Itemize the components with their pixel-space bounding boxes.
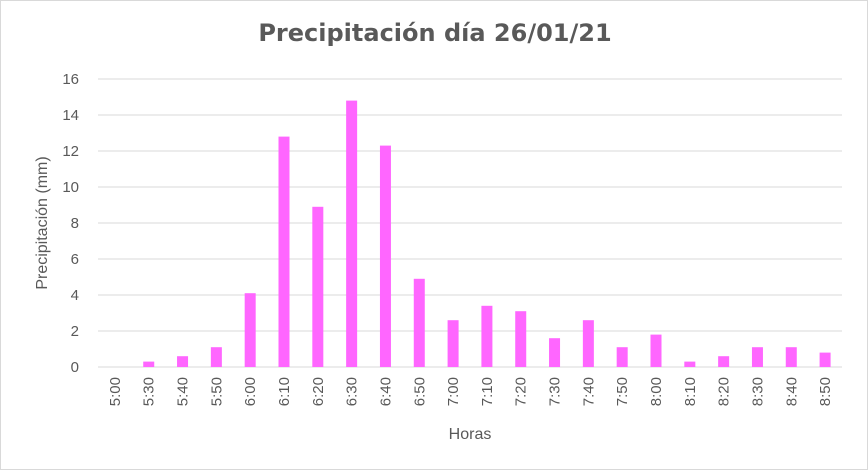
bar-5:30 [143, 361, 155, 367]
x-tick-label: 8:40 [783, 377, 800, 406]
bar-7:50 [616, 347, 628, 367]
x-tick-label: 6:50 [411, 377, 428, 406]
y-tick-label: 4 [71, 287, 79, 304]
y-tick-label: 14 [62, 107, 79, 124]
bar-8:50 [819, 352, 831, 367]
chart-title: Precipitación día 26/01/21 [258, 19, 612, 47]
x-tick-label: 6:40 [377, 377, 394, 406]
bar-7:10 [481, 305, 493, 367]
x-tick-label: 7:00 [445, 377, 462, 406]
x-tick-label: 8:30 [749, 377, 766, 406]
x-tick-label: 5:00 [107, 377, 124, 406]
x-tick-label: 6:10 [276, 377, 293, 406]
x-tick-label: 6:30 [344, 377, 361, 406]
y-tick-label: 8 [71, 215, 79, 232]
bar-6:10 [278, 136, 290, 367]
x-tick-label: 7:10 [479, 377, 496, 406]
bar-7:30 [549, 338, 561, 367]
bar-8:40 [785, 347, 797, 367]
bar-5:40 [177, 356, 189, 367]
bar-7:20 [515, 311, 527, 367]
x-tick-label: 7:20 [513, 377, 530, 406]
y-axis-label: Precipitación (mm) [34, 156, 51, 289]
bar-6:20 [312, 206, 324, 367]
x-tick-label: 5:30 [141, 377, 158, 406]
bar-6:00 [244, 293, 256, 367]
x-tick-label: 5:50 [208, 377, 225, 406]
y-tick-label: 2 [71, 323, 79, 340]
bar-8:30 [751, 347, 763, 367]
bar-8:00 [650, 334, 662, 367]
y-tick-label: 10 [62, 179, 79, 196]
x-tick-label: 8:00 [648, 377, 665, 406]
y-tick-label: 16 [62, 71, 79, 88]
y-tick-label: 6 [71, 251, 79, 268]
y-tick-label: 0 [71, 359, 79, 376]
x-tick-label: 7:40 [580, 377, 597, 406]
bar-5:50 [210, 347, 222, 367]
bar-8:20 [718, 356, 730, 367]
x-tick-label: 6:20 [310, 377, 327, 406]
x-axis-ticks: 5:00 5:30 5:40 5:50 6:00 6:10 6:20 6:30 6:40 6:50… [107, 377, 834, 406]
x-tick-label: 7:30 [547, 377, 564, 406]
bar-7:40 [582, 320, 594, 367]
bar-6:50 [413, 278, 425, 367]
x-tick-label: 5:40 [175, 377, 192, 406]
y-tick-label: 12 [62, 143, 79, 160]
x-tick-label: 7:50 [614, 377, 631, 406]
y-axis-ticks: 0 2 4 6 8 10 12 14 16 [62, 71, 79, 376]
x-tick-label: 8:10 [682, 377, 699, 406]
x-tick-label: 6:00 [242, 377, 259, 406]
bar-8:10 [684, 361, 696, 367]
bar-6:30 [346, 100, 358, 367]
x-tick-label: 8:20 [716, 377, 733, 406]
gridlines [98, 78, 842, 368]
x-tick-label: 8:50 [817, 377, 834, 406]
bars [143, 100, 831, 367]
x-axis-label: Horas [449, 426, 492, 443]
bar-6:40 [379, 145, 391, 367]
bar-7:00 [447, 320, 459, 367]
